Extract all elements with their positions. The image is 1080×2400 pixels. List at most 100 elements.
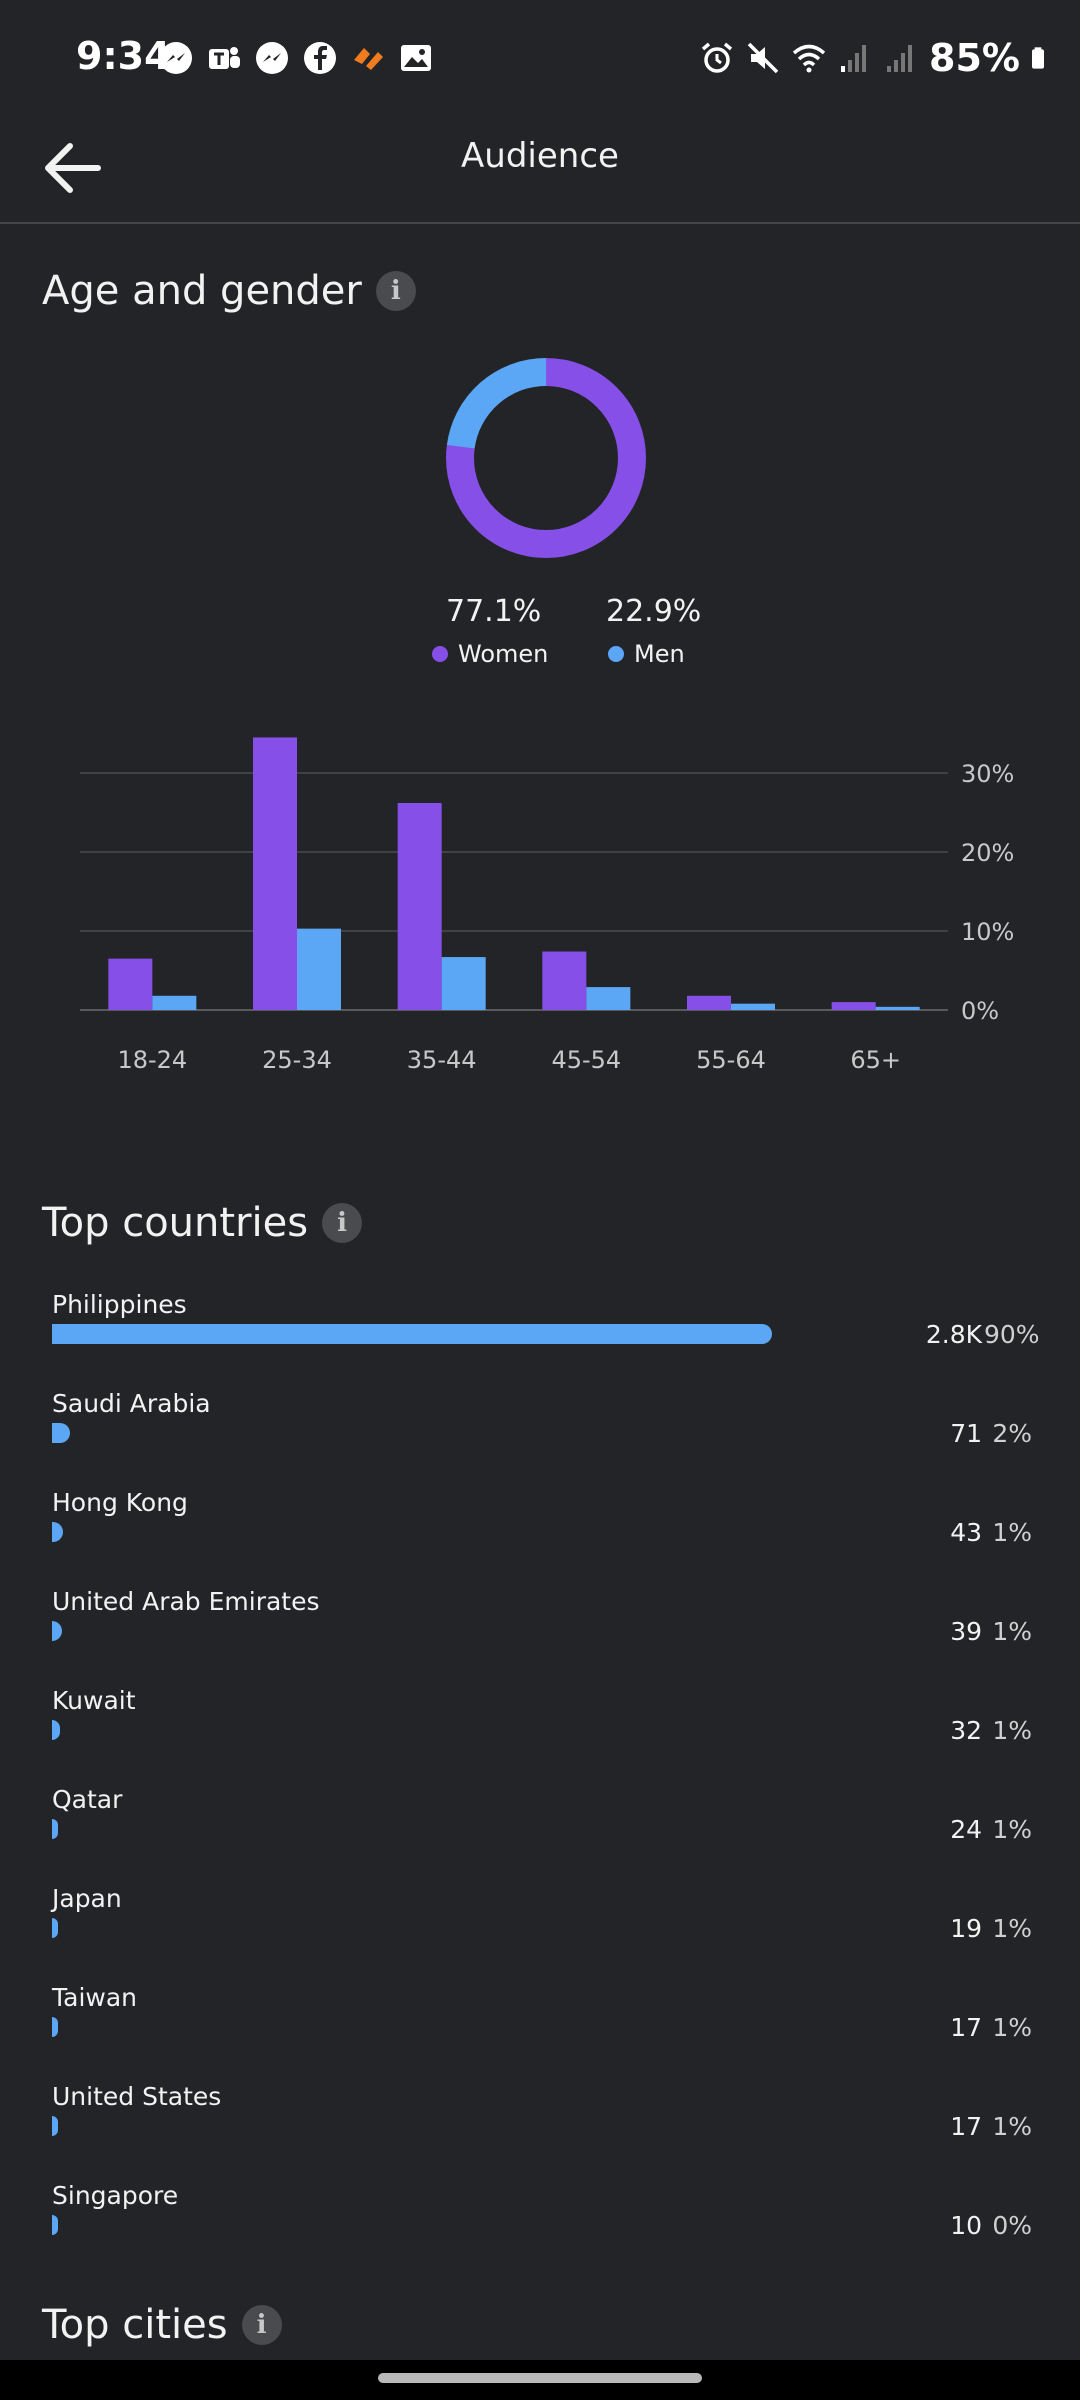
status-bar: 9:34 85% xyxy=(0,0,1080,120)
x-tick-label: 65+ xyxy=(850,1046,901,1074)
bar-men-35-44 xyxy=(441,957,486,1010)
men-percentage: 22.9% xyxy=(606,594,702,629)
legend-women: Women xyxy=(432,640,548,668)
country-percentage: 1% xyxy=(992,2112,1032,2141)
y-tick-label: 10% xyxy=(961,918,1014,946)
top-countries-heading: Top countries i xyxy=(42,1200,363,1246)
facebook-icon xyxy=(304,42,336,74)
men-color-dot xyxy=(608,646,624,662)
women-color-dot xyxy=(432,646,448,662)
country-count: 43 xyxy=(950,1518,982,1547)
signal-icon xyxy=(887,45,913,72)
x-tick-label: 45-54 xyxy=(551,1046,621,1074)
age-gender-title: Age and gender xyxy=(42,268,362,314)
country-bar xyxy=(52,1819,59,1839)
bar-men-25-34 xyxy=(297,928,341,1010)
country-row[interactable]: Saudi Arabia 71 2% xyxy=(0,1389,1080,1488)
bar-women-35-44 xyxy=(397,803,442,1010)
notification-icons xyxy=(158,40,434,76)
alarm-icon xyxy=(701,42,733,73)
legend-men: Men xyxy=(608,640,685,668)
country-percentage: 0% xyxy=(992,2211,1032,2240)
country-name: Singapore xyxy=(52,2181,179,2210)
country-bar xyxy=(52,2215,58,2235)
country-name: Saudi Arabia xyxy=(52,1389,211,1418)
country-bar xyxy=(52,1522,64,1542)
country-percentage: 1% xyxy=(992,1518,1032,1547)
country-percentage: 2% xyxy=(992,1419,1032,1448)
bar-women-25-34 xyxy=(253,737,297,1010)
y-tick-label: 0% xyxy=(961,997,999,1025)
messenger-icon xyxy=(256,42,288,74)
gallery-icon xyxy=(401,45,431,71)
x-tick-label: 55-64 xyxy=(696,1046,766,1074)
country-percentage: 1% xyxy=(992,2013,1032,2042)
bar-women-18-24 xyxy=(108,958,153,1010)
country-count: 2.8K xyxy=(925,1320,982,1349)
donut-men-slice xyxy=(446,358,646,558)
country-percentage: 90% xyxy=(984,1320,1040,1349)
country-row[interactable]: Philippines 2.8K 90% xyxy=(0,1290,1080,1389)
country-bar xyxy=(52,2116,58,2136)
home-gesture-handle[interactable] xyxy=(378,2373,702,2383)
country-name: United States xyxy=(52,2082,222,2111)
x-tick-label: 35-44 xyxy=(407,1046,477,1074)
top-cities-heading: Top cities i xyxy=(42,2302,282,2348)
country-row[interactable]: United Arab Emirates 39 1% xyxy=(0,1587,1080,1686)
top-countries-title: Top countries xyxy=(42,1200,309,1246)
bar-men-65+ xyxy=(875,1006,920,1010)
country-bar xyxy=(52,1324,772,1344)
messenger-icon xyxy=(160,42,192,74)
age-gender-heading: Age and gender i xyxy=(42,268,416,314)
country-name: Philippines xyxy=(52,1290,187,1319)
country-name: Qatar xyxy=(52,1785,123,1814)
country-row[interactable]: Qatar 24 1% xyxy=(0,1785,1080,1884)
orange-app-icon xyxy=(354,48,383,70)
battery-percentage: 85% xyxy=(929,36,1020,80)
system-icons: 85% xyxy=(699,36,1054,80)
country-percentage: 1% xyxy=(992,1716,1032,1745)
mute-icon xyxy=(747,42,779,74)
country-row[interactable]: Japan 19 1% xyxy=(0,1884,1080,1983)
teams-icon xyxy=(209,47,240,69)
country-bar xyxy=(52,2017,58,2037)
country-count: 17 xyxy=(950,2013,982,2042)
bar-men-18-24 xyxy=(152,995,197,1010)
top-cities-title: Top cities xyxy=(42,2302,228,2348)
country-percentage: 1% xyxy=(992,1815,1032,1844)
status-time: 9:34 xyxy=(76,34,171,78)
back-button[interactable] xyxy=(36,132,108,204)
women-percentage: 77.1% xyxy=(446,594,542,629)
info-icon[interactable]: i xyxy=(375,271,416,311)
country-count: 32 xyxy=(950,1716,982,1745)
app-header: Audience xyxy=(0,120,1080,224)
country-row[interactable]: Hong Kong 43 1% xyxy=(0,1488,1080,1587)
country-percentage: 1% xyxy=(992,1617,1032,1646)
country-count: 10 xyxy=(950,2211,982,2240)
country-bar xyxy=(52,1720,61,1740)
x-tick-label: 25-34 xyxy=(262,1046,332,1074)
country-bar xyxy=(52,1423,71,1443)
country-bar xyxy=(52,1621,62,1641)
country-name: Hong Kong xyxy=(52,1488,188,1517)
info-icon[interactable]: i xyxy=(241,2305,282,2345)
gender-donut-chart xyxy=(446,358,646,558)
info-icon[interactable]: i xyxy=(322,1203,363,1243)
age-gender-bar-chart: 0% 10% 20% 30% 18-24 25-34 35-44 45-54 55-64 65+ xyxy=(80,737,1014,1074)
country-row[interactable]: Taiwan 17 1% xyxy=(0,1983,1080,2082)
y-tick-label: 30% xyxy=(961,760,1014,788)
country-row[interactable]: United States 17 1% xyxy=(0,2082,1080,2181)
country-percentage: 1% xyxy=(992,1914,1032,1943)
country-name: Kuwait xyxy=(52,1686,136,1715)
country-count: 19 xyxy=(950,1914,982,1943)
country-row[interactable]: Singapore 10 0% xyxy=(0,2181,1080,2280)
bar-women-45-54 xyxy=(542,951,587,1010)
y-tick-label: 20% xyxy=(961,839,1014,867)
men-label: Men xyxy=(634,640,685,668)
country-count: 39 xyxy=(950,1617,982,1646)
country-row[interactable]: Kuwait 32 1% xyxy=(0,1686,1080,1785)
bar-men-55-64 xyxy=(731,1003,775,1010)
country-name: United Arab Emirates xyxy=(52,1587,320,1616)
signal-icon xyxy=(841,45,867,72)
women-label: Women xyxy=(458,640,549,668)
